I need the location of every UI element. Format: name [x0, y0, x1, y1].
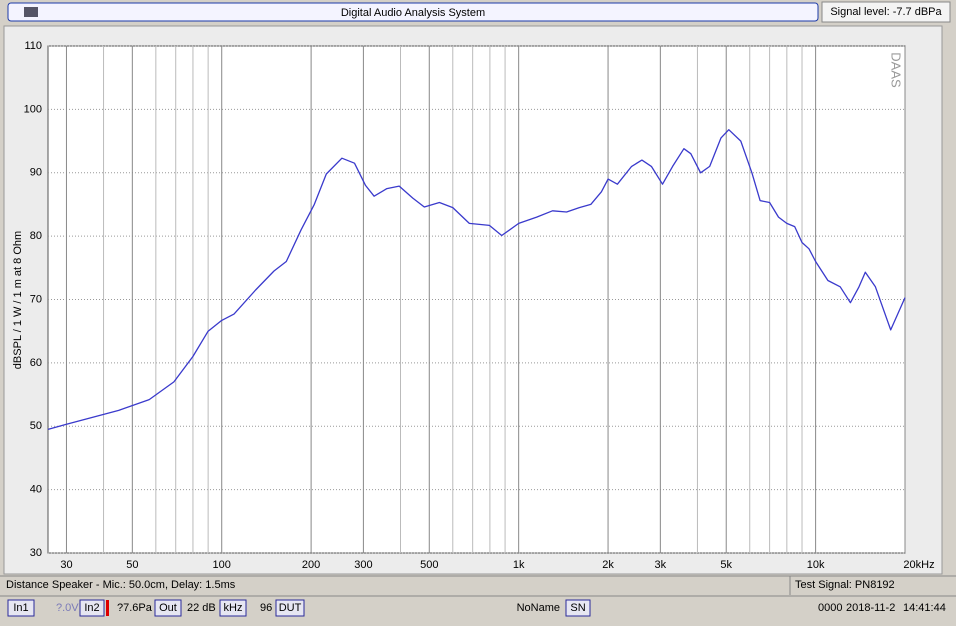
button-label[interactable]: In2	[84, 602, 99, 614]
file-name: NoName	[517, 602, 560, 614]
y-tick-label: 70	[30, 293, 42, 305]
x-tick-label: 30	[60, 559, 72, 571]
y-tick-label: 40	[30, 484, 42, 496]
x-tick-label: 500	[420, 559, 438, 571]
in1-value: ?.0V	[56, 602, 79, 614]
button[interactable]	[275, 599, 305, 617]
x-tick-label: 20kHz	[903, 559, 934, 571]
signal-box	[821, 1, 951, 23]
x-tick-label: 5k	[720, 559, 732, 571]
x-tick-label: 10k	[807, 559, 825, 571]
x-tick-label: 100	[213, 559, 231, 571]
status-distance: Distance Speaker - Mic.: 50.0cm, Delay: …	[6, 579, 236, 591]
rate: 96	[260, 602, 272, 614]
level-indicator	[106, 600, 109, 616]
y-tick-label: 90	[30, 167, 42, 179]
x-tick-label: 1k	[513, 559, 525, 571]
y-axis-label: dBSPL / 1 W / 1 m at 8 Ohm	[12, 231, 24, 369]
y-tick-label: 110	[24, 40, 42, 52]
watermark: DAAS	[889, 52, 904, 88]
y-tick-label: 80	[30, 230, 42, 242]
button-label[interactable]: SN	[570, 602, 585, 614]
title-box	[7, 2, 819, 22]
y-tick-label: 30	[30, 547, 42, 559]
counter: 0000	[818, 602, 842, 614]
signal-level: Signal level: -7.7 dBPa	[830, 6, 942, 18]
y-tick-label: 50	[30, 420, 42, 432]
button[interactable]	[7, 599, 35, 617]
button[interactable]	[79, 599, 105, 617]
button[interactable]	[219, 599, 247, 617]
button-label[interactable]: In1	[13, 602, 28, 614]
button-label[interactable]: DUT	[279, 602, 302, 614]
button-label[interactable]: Out	[159, 602, 177, 614]
print-icon[interactable]	[24, 7, 38, 17]
in2-value: ?7.6Pa	[117, 602, 153, 614]
y-tick-label: 60	[30, 357, 42, 369]
x-tick-label: 2k	[602, 559, 614, 571]
x-tick-label: 300	[354, 559, 372, 571]
x-tick-label: 3k	[655, 559, 667, 571]
response-curve	[47, 129, 906, 431]
x-tick-label: 200	[302, 559, 320, 571]
button-label[interactable]: kHz	[224, 602, 243, 614]
x-tick-label: 50	[126, 559, 138, 571]
window-title: Digital Audio Analysis System	[341, 7, 485, 19]
button[interactable]	[154, 599, 182, 617]
time: 14:41:44	[903, 602, 946, 614]
status-test-signal: Test Signal: PN8192	[795, 579, 895, 591]
y-tick-label: 100	[24, 103, 42, 115]
date: 2018-11-2	[846, 602, 895, 614]
button[interactable]	[565, 599, 591, 617]
out-value: 22 dB	[187, 602, 216, 614]
plot-area	[47, 45, 906, 554]
